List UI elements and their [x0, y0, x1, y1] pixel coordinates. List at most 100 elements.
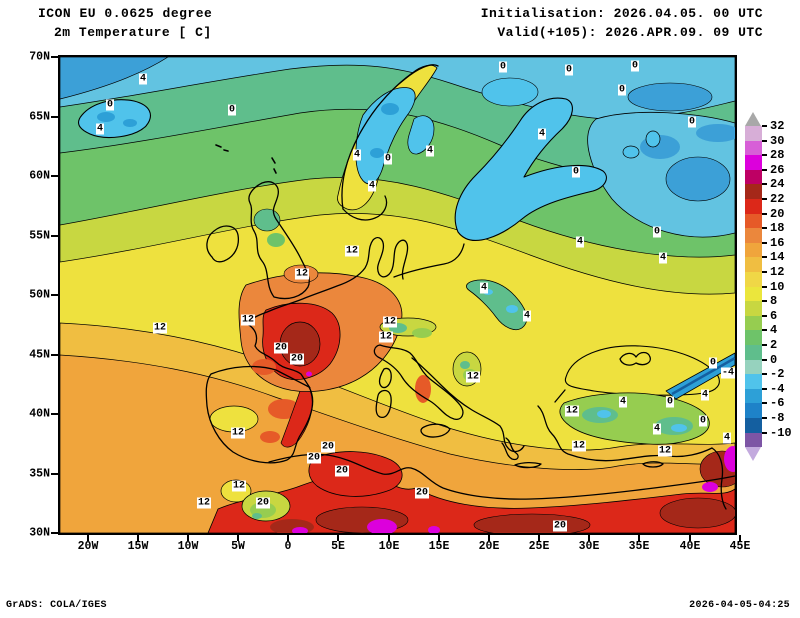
coastline-skagerrak — [342, 195, 388, 221]
pyrenees-magenta-dot — [306, 371, 312, 377]
sahara-darkred-3 — [659, 497, 735, 529]
colorbar-swatch — [745, 388, 762, 404]
anatolia-cyan-2 — [671, 424, 687, 432]
lon-label: 45E — [729, 540, 751, 553]
lat-label: 70N — [29, 50, 50, 64]
colorbar-swatch — [745, 272, 762, 287]
temperature-field — [60, 57, 735, 533]
lon-label: 10W — [177, 540, 199, 553]
colorbar-below-min-arrow — [745, 447, 761, 462]
colorbar-tick — [762, 168, 767, 171]
algeria-coastal-red — [308, 451, 403, 497]
alps-green — [412, 328, 432, 338]
valid-time-label: Valid(+105): 2026.APR.09. 09 UTC — [497, 25, 763, 40]
colorbar-swatch — [745, 242, 762, 258]
iceland-blue-1 — [97, 112, 115, 122]
colorbar-tick — [762, 139, 767, 142]
colorbar-swatch — [745, 286, 762, 302]
norway-blue-1 — [381, 103, 399, 115]
colorbar-swatch — [745, 199, 762, 214]
dinarics-teal — [460, 361, 470, 369]
colorbar-swatch — [745, 228, 762, 243]
colorbar-swatch — [745, 126, 762, 141]
spain-orangered-2 — [260, 431, 280, 443]
norway-mountains-cyan — [355, 87, 416, 185]
carpathians-cyan-2 — [483, 289, 493, 295]
norway-blue-2 — [370, 148, 384, 158]
lon-label: 5W — [231, 540, 245, 553]
apennines-orangered — [415, 375, 431, 403]
colorbar-tick — [762, 256, 767, 259]
colorbar-tick-label: -2 — [770, 367, 785, 382]
init-time-label: Initialisation: 2026.04.05. 00 UTC — [480, 6, 763, 21]
coastline-adriatic-greece — [411, 357, 525, 453]
lat-label: 40N — [29, 407, 50, 421]
lon-tick — [538, 535, 540, 541]
coastline-cyprus — [642, 461, 664, 468]
coastline-sardinia — [375, 389, 392, 419]
colorbar-swatch — [745, 345, 762, 360]
france-darkred-core — [279, 321, 321, 367]
colorbar-tick-label: 14 — [770, 250, 785, 265]
colorbar-tick-label: 28 — [770, 148, 785, 163]
field-ne-blue-3 — [627, 82, 713, 112]
lon-tick — [438, 535, 440, 541]
lon-tick — [137, 535, 139, 541]
colorbar-tick — [762, 344, 767, 346]
atlas-teal — [252, 513, 262, 519]
colorbar-tick-label: -6 — [770, 396, 785, 411]
hot-magenta-1 — [367, 519, 397, 533]
lon-tick — [237, 535, 239, 541]
lon-label: 0 — [284, 540, 292, 553]
colorbar-tick — [762, 431, 767, 434]
lon-tick — [739, 535, 741, 541]
colorbar-tick — [762, 314, 767, 317]
field-arctic-blue — [60, 57, 169, 100]
islands-faroes — [215, 144, 229, 152]
colorbar-tick — [762, 154, 767, 157]
colorbar-tick-label: -10 — [770, 425, 792, 440]
lake-ladoga — [622, 145, 640, 159]
temperature-map — [60, 57, 735, 533]
colorbar-tick-label: 12 — [770, 265, 785, 279]
coastline-norway — [341, 64, 439, 210]
coastlines — [205, 64, 735, 510]
colorbar-tick-label: 16 — [770, 235, 785, 250]
colorbar-swatch — [745, 403, 762, 418]
spain-yellow-patch — [209, 405, 259, 433]
lon-tick — [588, 535, 590, 541]
field-ne-cyan — [587, 111, 735, 238]
hot-magenta-2 — [724, 446, 735, 472]
generated-timestamp: 2026-04-05-04:25 — [689, 600, 790, 611]
lon-label: 30E — [578, 540, 600, 553]
colorbar-swatch — [745, 359, 762, 375]
colorbar-above-max-arrow — [745, 112, 761, 126]
colorbar-swatch — [745, 315, 762, 331]
lat-label: 65N — [29, 110, 50, 123]
lat-tick — [51, 532, 58, 534]
lon-tick — [337, 535, 339, 541]
iceland-blue-2 — [123, 119, 137, 127]
lat-tick — [51, 234, 58, 237]
colorbar-swatch — [745, 184, 762, 199]
colorbar-tick-label: -8 — [770, 411, 785, 425]
colorbar-tick — [762, 285, 767, 288]
grads-credit: GrADS: COLA/IGES — [6, 600, 107, 611]
colorbar-tick-label: 4 — [770, 323, 778, 338]
lat-tick — [51, 472, 58, 475]
lon-label: 20E — [478, 540, 500, 553]
colorbar-tick — [762, 300, 767, 303]
colorbar-swatch — [745, 213, 762, 229]
coastline-north-africa — [268, 453, 735, 500]
colorbar-tick — [762, 373, 767, 376]
lon-tick — [87, 535, 89, 541]
lat-label: 55N — [29, 229, 50, 242]
lon-tick — [287, 535, 289, 541]
colorbar-tick — [762, 329, 767, 332]
coastline-baltic-south — [393, 243, 465, 278]
lake-onega — [645, 130, 661, 148]
lat-label: 30N — [29, 526, 50, 540]
lat-tick — [51, 294, 58, 296]
lon-label: 10E — [378, 540, 400, 553]
lon-label: 15E — [428, 540, 450, 553]
